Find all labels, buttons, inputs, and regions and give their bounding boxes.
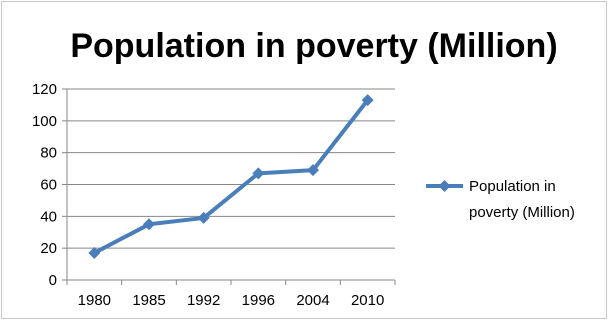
x-tick-label: 1985 <box>132 292 165 309</box>
y-tick-label: 40 <box>40 208 57 225</box>
x-tick-label: 2010 <box>351 292 384 309</box>
legend: Population in poverty (Million) <box>426 178 575 221</box>
x-axis-tick-labels: 1980 1985 1992 1996 2004 2010 <box>78 292 385 309</box>
data-point-marker <box>252 167 265 180</box>
data-series <box>88 94 374 259</box>
chart-title: Population in poverty (Million) <box>70 27 557 65</box>
y-tick-label: 0 <box>49 272 57 289</box>
y-tick-label: 20 <box>40 240 57 257</box>
x-tick-label: 2004 <box>296 292 329 309</box>
data-point-marker <box>307 164 319 177</box>
series-line <box>93 98 370 255</box>
legend-marker-icon <box>438 180 451 192</box>
y-tick-label: 80 <box>40 145 57 162</box>
y-axis-tick-labels: 0 20 40 60 80 100 120 <box>32 81 57 289</box>
x-tick-label: 1980 <box>78 292 111 309</box>
y-tick-label: 120 <box>32 81 57 98</box>
gridlines <box>67 88 395 249</box>
legend-label: Population in poverty (Million) <box>469 178 575 221</box>
x-tick-label: 1992 <box>187 292 220 309</box>
axes <box>62 88 396 285</box>
data-point-marker <box>143 218 155 231</box>
data-point-marker <box>361 94 374 107</box>
data-point-marker <box>88 246 101 259</box>
y-tick-label: 100 <box>32 113 57 130</box>
y-tick-label: 60 <box>40 177 57 194</box>
x-tick-label: 1996 <box>242 292 275 309</box>
data-point-marker <box>197 211 210 224</box>
